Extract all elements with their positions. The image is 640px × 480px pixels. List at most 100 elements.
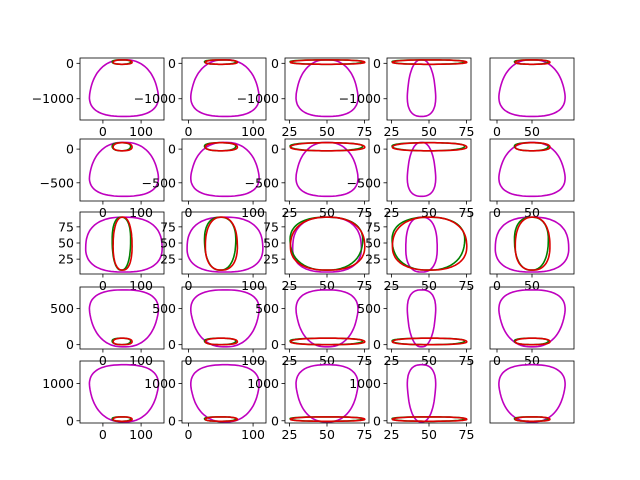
y-tick-label: −500 (347, 175, 381, 190)
inner-loop-red (289, 216, 366, 271)
x-tick-label: 50 (421, 427, 437, 442)
inner-loop-red (204, 141, 239, 152)
x-tick-label: 0 (184, 124, 192, 139)
inner-loop-red (514, 337, 551, 346)
x-tick-label: 0 (99, 124, 107, 139)
y-tick-label: 25 (263, 252, 279, 267)
axes-frame (489, 286, 575, 350)
x-tick-label: 75 (459, 205, 475, 220)
outer-loop (295, 363, 359, 423)
y-tick-label: −1000 (32, 91, 74, 106)
y-tick-label: 75 (58, 219, 74, 234)
subplot-r2-c4: 0 50 (489, 211, 575, 293)
outer-loop (406, 141, 437, 198)
x-tick-label: 0 (184, 205, 192, 220)
x-tick-label: 25 (384, 427, 400, 442)
axes-frame (181, 286, 267, 350)
outer-loop (84, 216, 163, 273)
inner-loop-red (289, 416, 366, 423)
y-tick-label: −500 (245, 175, 279, 190)
y-tick-label: 0 (168, 413, 176, 428)
x-tick-label: 50 (421, 278, 437, 293)
outer-loop (295, 59, 359, 118)
x-tick-label: 100 (129, 427, 153, 442)
inner-loop-red (289, 141, 366, 152)
outer-loop (405, 216, 438, 273)
inner-loop-red (514, 141, 551, 152)
subplot-r4-c0: 0 100 1000 0 (42, 360, 165, 442)
outer-loop (406, 363, 437, 423)
x-tick-label: 0 (99, 427, 107, 442)
x-tick-label: 0 (99, 353, 107, 368)
x-tick-label: 75 (357, 353, 373, 368)
subplot-r1-c3: 25 50 75 0 −500 (347, 138, 475, 220)
subplot-r3-c4: 0 50 (489, 286, 575, 368)
x-tick-label: 0 (493, 124, 501, 139)
x-tick-label: 75 (357, 124, 373, 139)
x-tick-label: 0 (99, 205, 107, 220)
outer-loop (88, 363, 160, 423)
y-tick-label: 75 (263, 219, 279, 234)
y-tick-label: 0 (168, 337, 176, 352)
y-tick-label: 0 (373, 413, 381, 428)
outer-loop (498, 363, 566, 423)
outer-loop (190, 59, 260, 118)
inner-loop-red (514, 216, 551, 271)
axes-frame (284, 211, 370, 275)
inner-loop-red (289, 337, 366, 346)
subplot-r0-c4: 0 50 (489, 57, 575, 139)
inner-loop-red (514, 416, 551, 423)
y-tick-label: 25 (58, 252, 74, 267)
subplot-r3-c2: 25 50 75 500 0 (255, 286, 373, 368)
y-tick-label: 0 (271, 142, 279, 157)
y-tick-label: 0 (66, 337, 74, 352)
y-tick-label: 500 (255, 301, 279, 316)
x-tick-label: 25 (384, 205, 400, 220)
inner-loop-red (204, 416, 239, 423)
y-tick-label: 500 (152, 301, 176, 316)
subplot-r3-c1: 0 100 500 0 (152, 286, 267, 368)
x-tick-label: 100 (241, 278, 265, 293)
x-tick-label: 75 (459, 353, 475, 368)
x-tick-label: 100 (129, 124, 153, 139)
subplot-r0-c1: 0 100 0 −1000 (134, 56, 267, 139)
inner-loop-red (112, 141, 133, 152)
axes-frame (489, 57, 575, 121)
x-tick-label: 100 (129, 278, 153, 293)
inner-loop-red (112, 59, 133, 66)
axes-frame (79, 286, 165, 350)
y-tick-label: 0 (373, 337, 381, 352)
x-tick-label: 100 (129, 353, 153, 368)
y-tick-label: −500 (40, 175, 74, 190)
inner-loop-red (204, 216, 239, 271)
axes-frame (79, 138, 165, 202)
y-tick-label: 500 (357, 301, 381, 316)
y-tick-label: −1000 (237, 91, 279, 106)
x-tick-label: 75 (459, 427, 475, 442)
y-tick-label: 25 (160, 252, 176, 267)
y-tick-label: 50 (263, 236, 279, 251)
subplot-r1-c1: 0 100 0 −500 (142, 138, 267, 220)
axes-frame (181, 138, 267, 202)
subplot-r3-c0: 0 100 500 0 (50, 286, 165, 368)
outer-loop (190, 363, 260, 423)
y-tick-label: −500 (142, 175, 176, 190)
y-tick-label: 50 (160, 236, 176, 251)
x-tick-label: 100 (129, 205, 153, 220)
x-tick-label: 75 (357, 278, 373, 293)
x-tick-label: 0 (184, 427, 192, 442)
subplot-r0-c0: 0 100 0 −1000 (32, 56, 165, 139)
y-tick-label: 0 (168, 142, 176, 157)
axes-frame (489, 138, 575, 202)
axes-frame (181, 57, 267, 121)
x-tick-label: 25 (282, 278, 298, 293)
inner-loop-red (391, 416, 468, 423)
inner-loop-red (112, 337, 133, 346)
x-tick-label: 100 (241, 427, 265, 442)
outer-loop (88, 289, 160, 348)
outer-loop (406, 59, 437, 118)
axes-frame (79, 360, 165, 424)
y-tick-label: 0 (271, 56, 279, 71)
